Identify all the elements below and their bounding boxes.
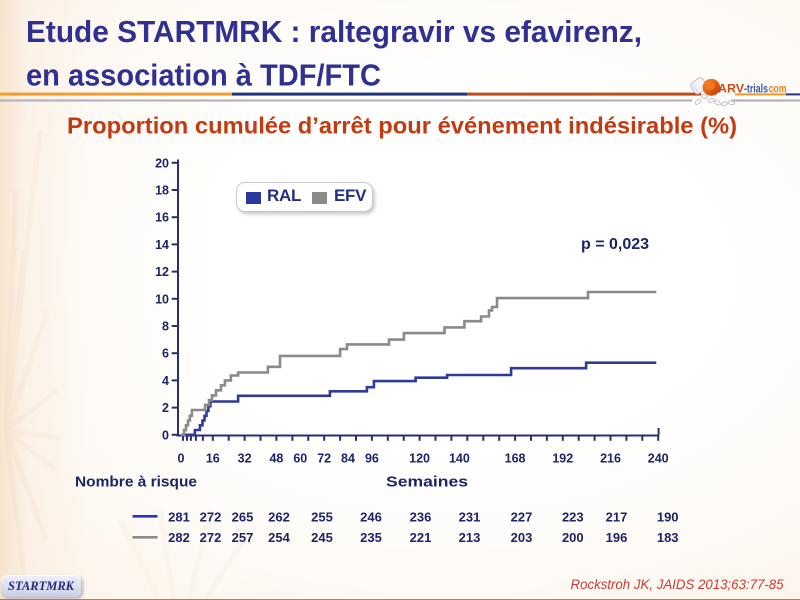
svg-text:48: 48 [269,452,283,466]
svg-text:192: 192 [552,452,573,466]
svg-text:216: 216 [600,452,621,466]
svg-text:183: 183 [657,530,679,545]
svg-text:281: 281 [168,509,190,524]
svg-text:245: 245 [311,530,333,545]
svg-text:10: 10 [155,292,169,306]
svg-text:227: 227 [511,509,533,524]
svg-text:12: 12 [155,265,169,279]
svg-text:168: 168 [505,452,526,466]
svg-text:Etude STARTMRK : raltegravir v: Etude STARTMRK : raltegravir vs efaviren… [26,14,642,49]
svg-text:Nombre à risque: Nombre à risque [75,475,197,491]
svg-text:84: 84 [341,452,355,466]
svg-text:221: 221 [410,530,432,545]
svg-text:120: 120 [409,452,430,466]
svg-text:14: 14 [155,238,169,252]
svg-text:213: 213 [459,530,481,545]
svg-text:com: com [769,84,787,96]
svg-text:196: 196 [606,530,628,545]
svg-text:265: 265 [232,509,254,524]
svg-text:2: 2 [162,401,169,415]
svg-text:0: 0 [162,428,169,442]
svg-text:272: 272 [200,530,222,545]
svg-text:190: 190 [657,509,679,524]
svg-text:257: 257 [232,530,254,545]
svg-text:16: 16 [206,452,220,466]
svg-text:235: 235 [360,530,382,545]
svg-text:8: 8 [162,320,169,334]
svg-text:72: 72 [317,452,331,466]
svg-text:0: 0 [178,452,185,466]
svg-text:140: 140 [449,452,470,466]
svg-text:254: 254 [268,530,290,545]
svg-text:p = 0,023: p = 0,023 [581,236,649,253]
svg-text:60: 60 [293,452,307,466]
svg-text:246: 246 [360,509,382,524]
svg-text:en association à TDF/FTC: en association à TDF/FTC [26,58,381,93]
svg-text:18: 18 [155,184,169,198]
svg-text:262: 262 [268,509,290,524]
svg-text:200: 200 [562,530,584,545]
svg-text:217: 217 [606,509,628,524]
svg-text:272: 272 [200,509,222,524]
svg-text:16: 16 [155,211,169,225]
svg-text:203: 203 [511,530,533,545]
svg-text:Semaines: Semaines [386,475,468,491]
svg-text:Proportion cumulée d’arrêt pou: Proportion cumulée d’arrêt pour événemen… [67,113,737,139]
svg-text:231: 231 [459,509,481,524]
svg-text:6: 6 [162,347,169,361]
svg-text:Rockstroh JK, JAIDS 2013;63:77: Rockstroh JK, JAIDS 2013;63:77-85 [571,576,784,592]
svg-text:240: 240 [648,452,669,466]
svg-text:282: 282 [168,530,190,545]
svg-text:223: 223 [562,509,584,524]
svg-text:20: 20 [155,156,169,170]
svg-text:4: 4 [162,374,169,388]
svg-text:-trials: -trials [744,84,768,96]
svg-text:96: 96 [365,452,379,466]
svg-text:ARV: ARV [718,84,744,96]
svg-text:236: 236 [410,509,432,524]
svg-text:255: 255 [311,509,333,524]
svg-text:32: 32 [238,452,252,466]
